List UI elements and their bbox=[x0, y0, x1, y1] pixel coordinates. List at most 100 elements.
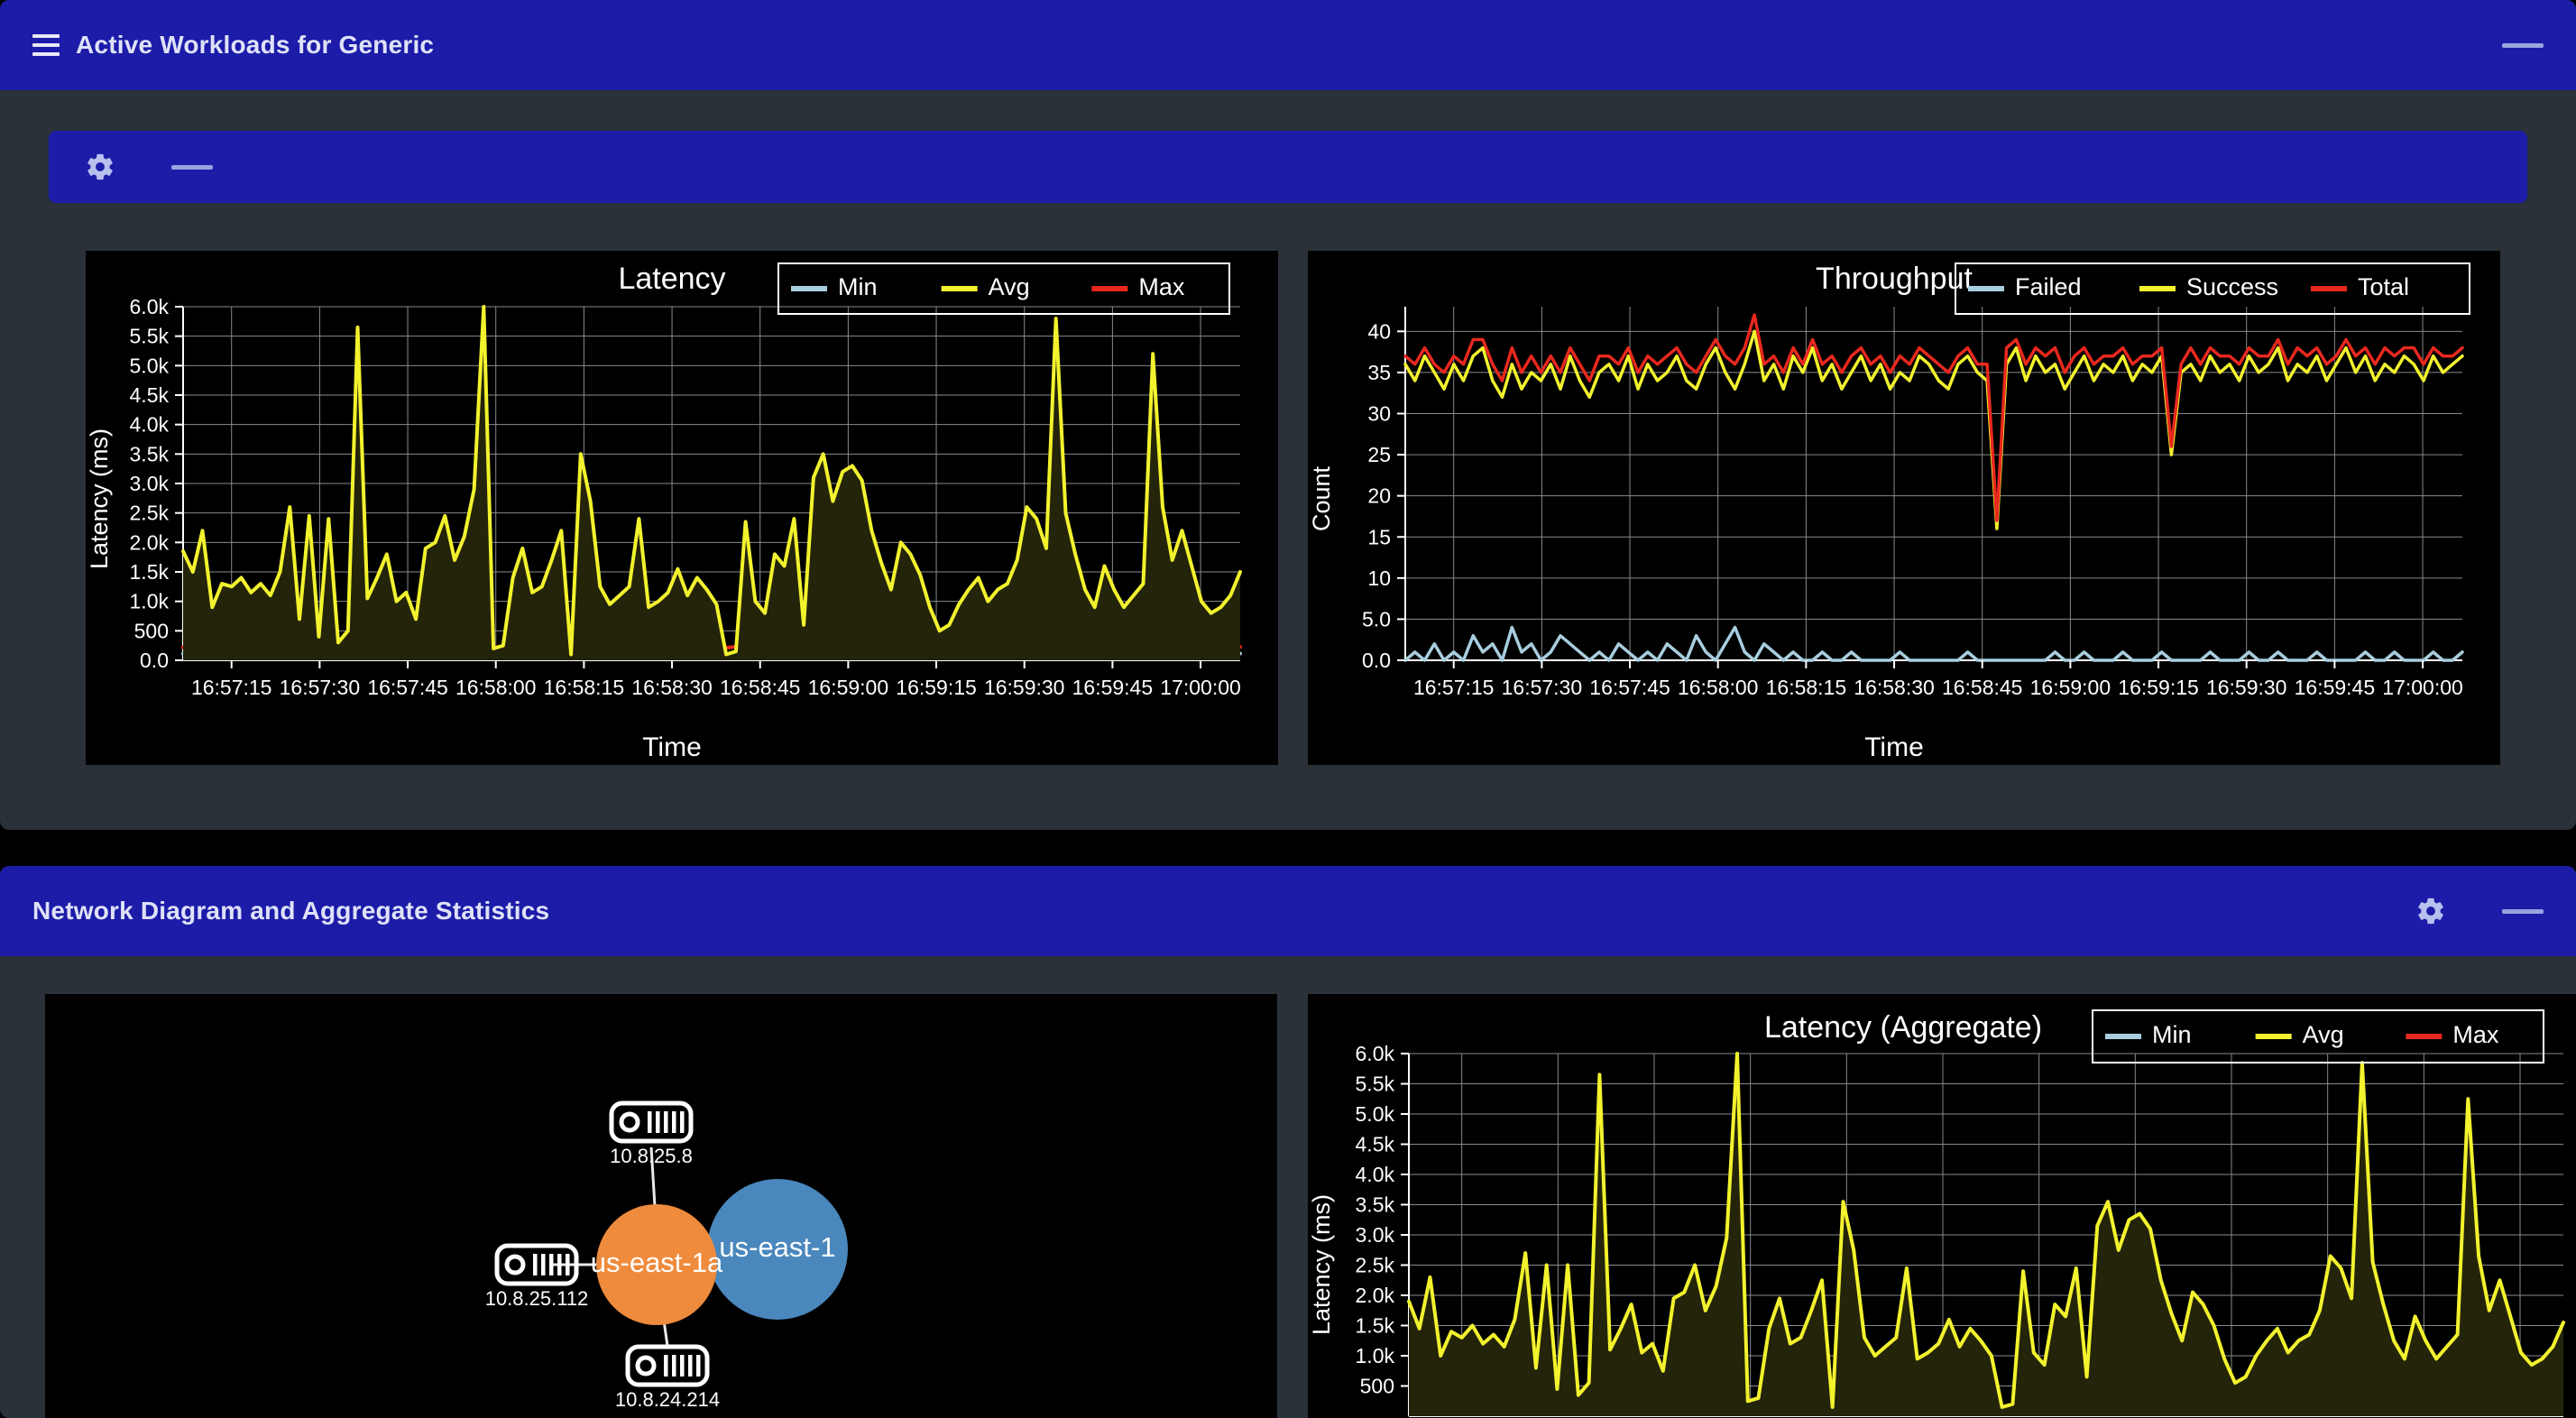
svg-text:16:57:30: 16:57:30 bbox=[280, 676, 361, 699]
svg-text:5.5k: 5.5k bbox=[1356, 1073, 1395, 1096]
svg-text:16:59:45: 16:59:45 bbox=[1072, 676, 1154, 699]
svg-text:0.0: 0.0 bbox=[1362, 649, 1391, 672]
svg-text:2.0k: 2.0k bbox=[1356, 1284, 1395, 1307]
svg-text:16:59:30: 16:59:30 bbox=[984, 676, 1065, 699]
svg-text:Total: Total bbox=[2358, 273, 2409, 300]
svg-text:Min: Min bbox=[838, 273, 878, 300]
svg-text:1.5k: 1.5k bbox=[1356, 1314, 1395, 1338]
svg-text:16:57:15: 16:57:15 bbox=[1413, 676, 1495, 699]
svg-text:17:00:00: 17:00:00 bbox=[2382, 676, 2463, 699]
svg-text:16:58:45: 16:58:45 bbox=[1942, 676, 2023, 699]
svg-text:16:59:30: 16:59:30 bbox=[2206, 676, 2287, 699]
latency-series bbox=[181, 305, 1242, 660]
aggregate-y-ticks: 500 1.0k 1.5k 2.0k 2.5k 3.0k 3.5k 4.0k 4.5k 5.0k 5… bbox=[1356, 1042, 1409, 1398]
svg-text:1.0k: 1.0k bbox=[130, 590, 170, 613]
svg-text:16:57:45: 16:57:45 bbox=[367, 676, 448, 699]
svg-text:17:00:00: 17:00:00 bbox=[1160, 676, 1241, 699]
panel2-title: Network Diagram and Aggregate Statistics bbox=[32, 897, 550, 925]
svg-text:16:58:00: 16:58:00 bbox=[1678, 676, 1759, 699]
network-host-label: 10.8.25.112 bbox=[485, 1287, 589, 1310]
svg-text:16:59:45: 16:59:45 bbox=[2295, 676, 2376, 699]
latency-x-axis-label: Time bbox=[642, 732, 702, 762]
panel-header-active-workloads[interactable]: Active Workloads for Generic bbox=[0, 0, 2576, 90]
svg-text:2.5k: 2.5k bbox=[1356, 1254, 1395, 1277]
svg-text:4.5k: 4.5k bbox=[130, 383, 170, 407]
latency-x-ticks: 16:57:15 16:57:30 16:57:45 16:58:00 16:58:15… bbox=[191, 660, 1241, 699]
svg-text:16:58:15: 16:58:15 bbox=[544, 676, 625, 699]
svg-text:1.0k: 1.0k bbox=[1356, 1344, 1395, 1367]
latency-legend[interactable]: Min Avg Max bbox=[777, 262, 1230, 315]
svg-text:3.5k: 3.5k bbox=[1356, 1193, 1395, 1217]
gear-icon[interactable] bbox=[2415, 896, 2446, 926]
page-title: Active Workloads for Generic bbox=[76, 31, 435, 59]
chart-latency-aggregate-svg: 500 1.0k 1.5k 2.0k 2.5k 3.0k 3.5k 4.0k 4.5k 5.0k 5… bbox=[1308, 994, 2576, 1418]
svg-text:Failed: Failed bbox=[2015, 273, 2082, 300]
aggregate-y-axis-label: Latency (ms) bbox=[1308, 1194, 1335, 1335]
network-host[interactable] bbox=[625, 1344, 710, 1387]
svg-text:20: 20 bbox=[1367, 484, 1391, 508]
throughput-y-ticks: 0.0 5.0 10 15 20 25 30 35 40 bbox=[1362, 319, 1405, 672]
svg-text:16:57:15: 16:57:15 bbox=[191, 676, 272, 699]
svg-text:2.5k: 2.5k bbox=[130, 502, 170, 525]
panel-header-network-diagram[interactable]: Network Diagram and Aggregate Statistics bbox=[0, 866, 2576, 956]
svg-text:16:59:15: 16:59:15 bbox=[896, 676, 977, 699]
svg-text:2.0k: 2.0k bbox=[130, 530, 170, 554]
svg-text:5.0k: 5.0k bbox=[1356, 1102, 1395, 1126]
network-diagram-svg: us-east-1a us-east-1 10.8.25.8 10.8.25.11… bbox=[45, 994, 1277, 1418]
svg-text:40: 40 bbox=[1367, 319, 1391, 343]
svg-text:16:58:45: 16:58:45 bbox=[720, 676, 801, 699]
chart-throughput[interactable]: 0.0 5.0 10 15 20 25 30 35 40 16:57:15 16:57:30 16:… bbox=[1308, 251, 2500, 765]
svg-text:500: 500 bbox=[1360, 1375, 1394, 1398]
minimize-icon[interactable] bbox=[2502, 908, 2544, 914]
network-host[interactable] bbox=[494, 1243, 579, 1286]
minimize-icon[interactable] bbox=[171, 164, 213, 170]
svg-text:3.0k: 3.0k bbox=[1356, 1223, 1395, 1247]
chart-latency-aggregate[interactable]: 500 1.0k 1.5k 2.0k 2.5k 3.0k 3.5k 4.0k 4.5k 5.0k 5… bbox=[1308, 994, 2576, 1418]
svg-text:5.0: 5.0 bbox=[1362, 607, 1391, 631]
hamburger-icon[interactable] bbox=[32, 34, 60, 56]
throughput-y-axis-label: Count bbox=[1308, 465, 1335, 531]
svg-text:4.0k: 4.0k bbox=[1356, 1163, 1395, 1186]
svg-text:0.0: 0.0 bbox=[140, 649, 169, 672]
svg-text:25: 25 bbox=[1367, 443, 1391, 466]
svg-text:4.5k: 4.5k bbox=[1356, 1133, 1395, 1156]
minimize-icon[interactable] bbox=[2502, 42, 2544, 48]
throughput-x-axis-label: Time bbox=[1864, 732, 1924, 762]
svg-text:5.5k: 5.5k bbox=[130, 325, 170, 348]
aggregate-legend[interactable]: Min Avg Max bbox=[2092, 1009, 2544, 1064]
throughput-legend[interactable]: Failed Success Total bbox=[1955, 262, 2470, 315]
chart-latency[interactable]: 0.0 500 1.0k 1.5k 2.0k 2.5k 3.0k 3.5k 4.0k 4.5k 5.… bbox=[86, 251, 1278, 765]
svg-text:16:57:30: 16:57:30 bbox=[1502, 676, 1583, 699]
network-node-az[interactable] bbox=[596, 1204, 717, 1325]
network-node-region[interactable] bbox=[707, 1179, 848, 1320]
throughput-chart-title: Throughput bbox=[1816, 262, 1973, 296]
gear-icon[interactable] bbox=[85, 152, 115, 182]
network-node-az-label: us-east-1a bbox=[591, 1247, 723, 1278]
svg-text:3.5k: 3.5k bbox=[130, 442, 170, 465]
svg-text:16:59:15: 16:59:15 bbox=[2118, 676, 2199, 699]
svg-text:16:59:00: 16:59:00 bbox=[2030, 676, 2111, 699]
svg-text:15: 15 bbox=[1367, 525, 1391, 548]
svg-text:4.0k: 4.0k bbox=[130, 413, 170, 437]
svg-text:1.5k: 1.5k bbox=[130, 560, 170, 584]
svg-text:16:58:00: 16:58:00 bbox=[455, 676, 537, 699]
latency-y-ticks: 0.0 500 1.0k 1.5k 2.0k 2.5k 3.0k 3.5k 4.0k 4.5k 5.… bbox=[130, 295, 183, 672]
network-host-label: 10.8.25.8 bbox=[610, 1145, 693, 1167]
svg-text:6.0k: 6.0k bbox=[1356, 1042, 1395, 1065]
svg-text:Min: Min bbox=[2152, 1021, 2192, 1048]
svg-text:Avg: Avg bbox=[2303, 1021, 2344, 1048]
svg-text:Avg: Avg bbox=[989, 273, 1030, 300]
panel-active-workloads: Active Workloads for Generic 0.0 500 1.0k 1… bbox=[0, 0, 2576, 830]
svg-text:35: 35 bbox=[1367, 361, 1391, 384]
svg-text:10: 10 bbox=[1367, 566, 1391, 590]
svg-text:5.0k: 5.0k bbox=[130, 354, 170, 377]
svg-text:Success: Success bbox=[2186, 273, 2278, 300]
network-host[interactable] bbox=[609, 1100, 694, 1144]
svg-text:Max: Max bbox=[2452, 1021, 2499, 1048]
svg-text:16:58:30: 16:58:30 bbox=[631, 676, 713, 699]
svg-text:16:59:00: 16:59:00 bbox=[808, 676, 889, 699]
network-node-region-label: us-east-1 bbox=[719, 1231, 835, 1263]
network-diagram[interactable]: us-east-1a us-east-1 10.8.25.8 10.8.25.11… bbox=[45, 994, 1277, 1418]
